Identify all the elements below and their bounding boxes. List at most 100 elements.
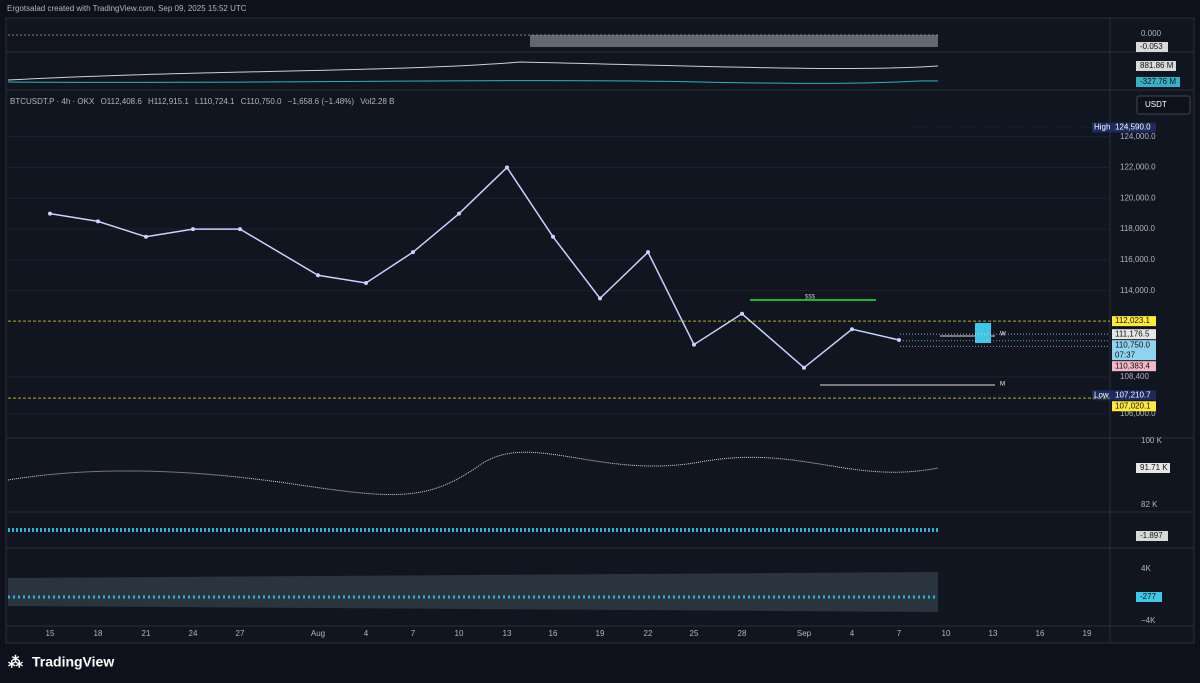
price-point <box>316 273 320 278</box>
y-tick-label: 114,000.0 <box>1120 286 1156 295</box>
legend: BTCUSDT.P · 4h · OKX O112,408.6 H112,915… <box>10 97 395 106</box>
x-tick-label: 13 <box>503 629 512 638</box>
volume-line <box>7 451 939 495</box>
osc-zero-label: 0.000 <box>1141 29 1162 38</box>
price-point <box>551 234 555 239</box>
y-tick-label: 116,000.0 <box>1120 255 1156 264</box>
volume-current: 91.71 K <box>1140 463 1168 472</box>
cvd-tag <box>1136 592 1162 602</box>
y-tick-label: 118,000.0 <box>1120 224 1156 233</box>
logo-mark: ⁂ <box>8 654 23 671</box>
legend-open: O112,408.6 <box>101 97 143 106</box>
price-tag <box>1112 340 1156 361</box>
price-point <box>692 342 696 347</box>
legend-change: −1,658.6 (−1.48%) <box>288 97 355 106</box>
x-tick-label: 27 <box>236 629 245 638</box>
price-point <box>802 365 806 370</box>
legend-volume: Vol2.28 B <box>360 97 394 106</box>
price-point <box>505 165 509 170</box>
x-tick-label: Sep <box>797 629 812 638</box>
x-tick-label: 28 <box>738 629 747 638</box>
price-tag <box>1112 390 1156 401</box>
osc-histogram <box>530 35 938 47</box>
legend-low: L110,724.1 <box>195 97 235 106</box>
flow-tag <box>1136 77 1180 87</box>
price-tag-label: 110,383.4 <box>1115 361 1151 370</box>
price-tag-name: Low <box>1094 390 1109 399</box>
price-line <box>49 166 900 369</box>
flow-tag <box>1136 61 1176 71</box>
brand: TradingView <box>32 654 114 670</box>
price-tag <box>1112 401 1156 412</box>
price-tag <box>1112 329 1156 340</box>
price-tag-name-box <box>1092 122 1112 133</box>
x-tick-label: 4 <box>850 629 855 638</box>
price-tag-timer: 07:37 <box>1115 350 1136 359</box>
cvd-current: -277 <box>1140 592 1157 601</box>
x-tick-label: 19 <box>596 629 605 638</box>
price-tag-label: 124,590.0 <box>1115 123 1151 132</box>
x-tick-label: 4 <box>364 629 369 638</box>
price-point <box>850 327 854 332</box>
price-point <box>411 250 415 255</box>
x-tick-label: 21 <box>142 629 151 638</box>
price-tag-label: 107,020.1 <box>1115 401 1151 410</box>
volume-tag <box>1136 463 1170 473</box>
x-tick-label: 10 <box>455 629 464 638</box>
price-tag-name-box <box>1092 390 1112 401</box>
x-tick-label: 7 <box>897 629 902 638</box>
price-tag <box>1112 316 1156 327</box>
monthly-label: M <box>1000 382 1005 388</box>
price-point <box>96 219 100 224</box>
price-tag-label: 107,210.7 <box>1115 390 1151 399</box>
x-tick-label: 13 <box>989 629 998 638</box>
flow-line <box>7 80 939 84</box>
x-tick-label: 25 <box>690 629 699 638</box>
price-point <box>457 211 461 216</box>
delta-tag <box>1136 531 1168 541</box>
flow-lower: -327.76 M <box>1140 77 1176 86</box>
x-tick-label: 15 <box>46 629 55 638</box>
price-point <box>48 211 52 216</box>
x-tick-label: 24 <box>189 629 198 638</box>
position-box <box>975 323 991 343</box>
y-tick-label: 120,000.0 <box>1120 193 1156 202</box>
price-point <box>646 250 650 255</box>
legend-symbol: BTCUSDT.P · 4h · OKX <box>10 97 95 106</box>
x-tick-label: 16 <box>549 629 558 638</box>
price-tag <box>1112 361 1156 372</box>
y-tick-label: 124,000.0 <box>1120 132 1156 141</box>
x-tick-label: 22 <box>644 629 653 638</box>
delta-current: -1.897 <box>1140 531 1163 540</box>
price-point <box>897 337 901 342</box>
x-tick-label: Aug <box>311 629 325 638</box>
y-tick-label: 122,000.0 <box>1120 163 1156 172</box>
currency: USDT <box>1145 100 1167 109</box>
price-point <box>191 227 195 232</box>
x-tick-label: 19 <box>1083 629 1092 638</box>
price-tag-label: 110,750.0 <box>1115 340 1151 349</box>
price-point <box>238 227 242 232</box>
price-tag <box>1112 122 1156 133</box>
volume-top: 100 K <box>1141 436 1163 445</box>
liquidity-label: $$$ <box>805 295 816 301</box>
legend-close: C110,750.0 <box>241 97 282 106</box>
cvd-top: 4K <box>1141 564 1151 573</box>
osc-tag <box>1136 42 1168 52</box>
price-tag-name: High <box>1094 123 1110 132</box>
volume-bottom: 82 K <box>1141 500 1158 509</box>
cvd-bottom: −4K <box>1141 616 1156 625</box>
x-tick-label: 7 <box>411 629 416 638</box>
price-tag-label: 112,023.1 <box>1115 316 1151 325</box>
price-tag-label: 111,176.5 <box>1115 329 1150 338</box>
panel-separators <box>6 18 1194 643</box>
x-tick-label: 18 <box>94 629 103 638</box>
price-point <box>740 311 744 316</box>
cvd-band <box>8 572 938 612</box>
x-tick-label: 10 <box>942 629 951 638</box>
y-tick-label: 106,000.0 <box>1120 409 1156 418</box>
x-tick-label: 16 <box>1036 629 1045 638</box>
legend-high: H112,915.1 <box>148 97 189 106</box>
currency-button[interactable] <box>1136 95 1191 115</box>
